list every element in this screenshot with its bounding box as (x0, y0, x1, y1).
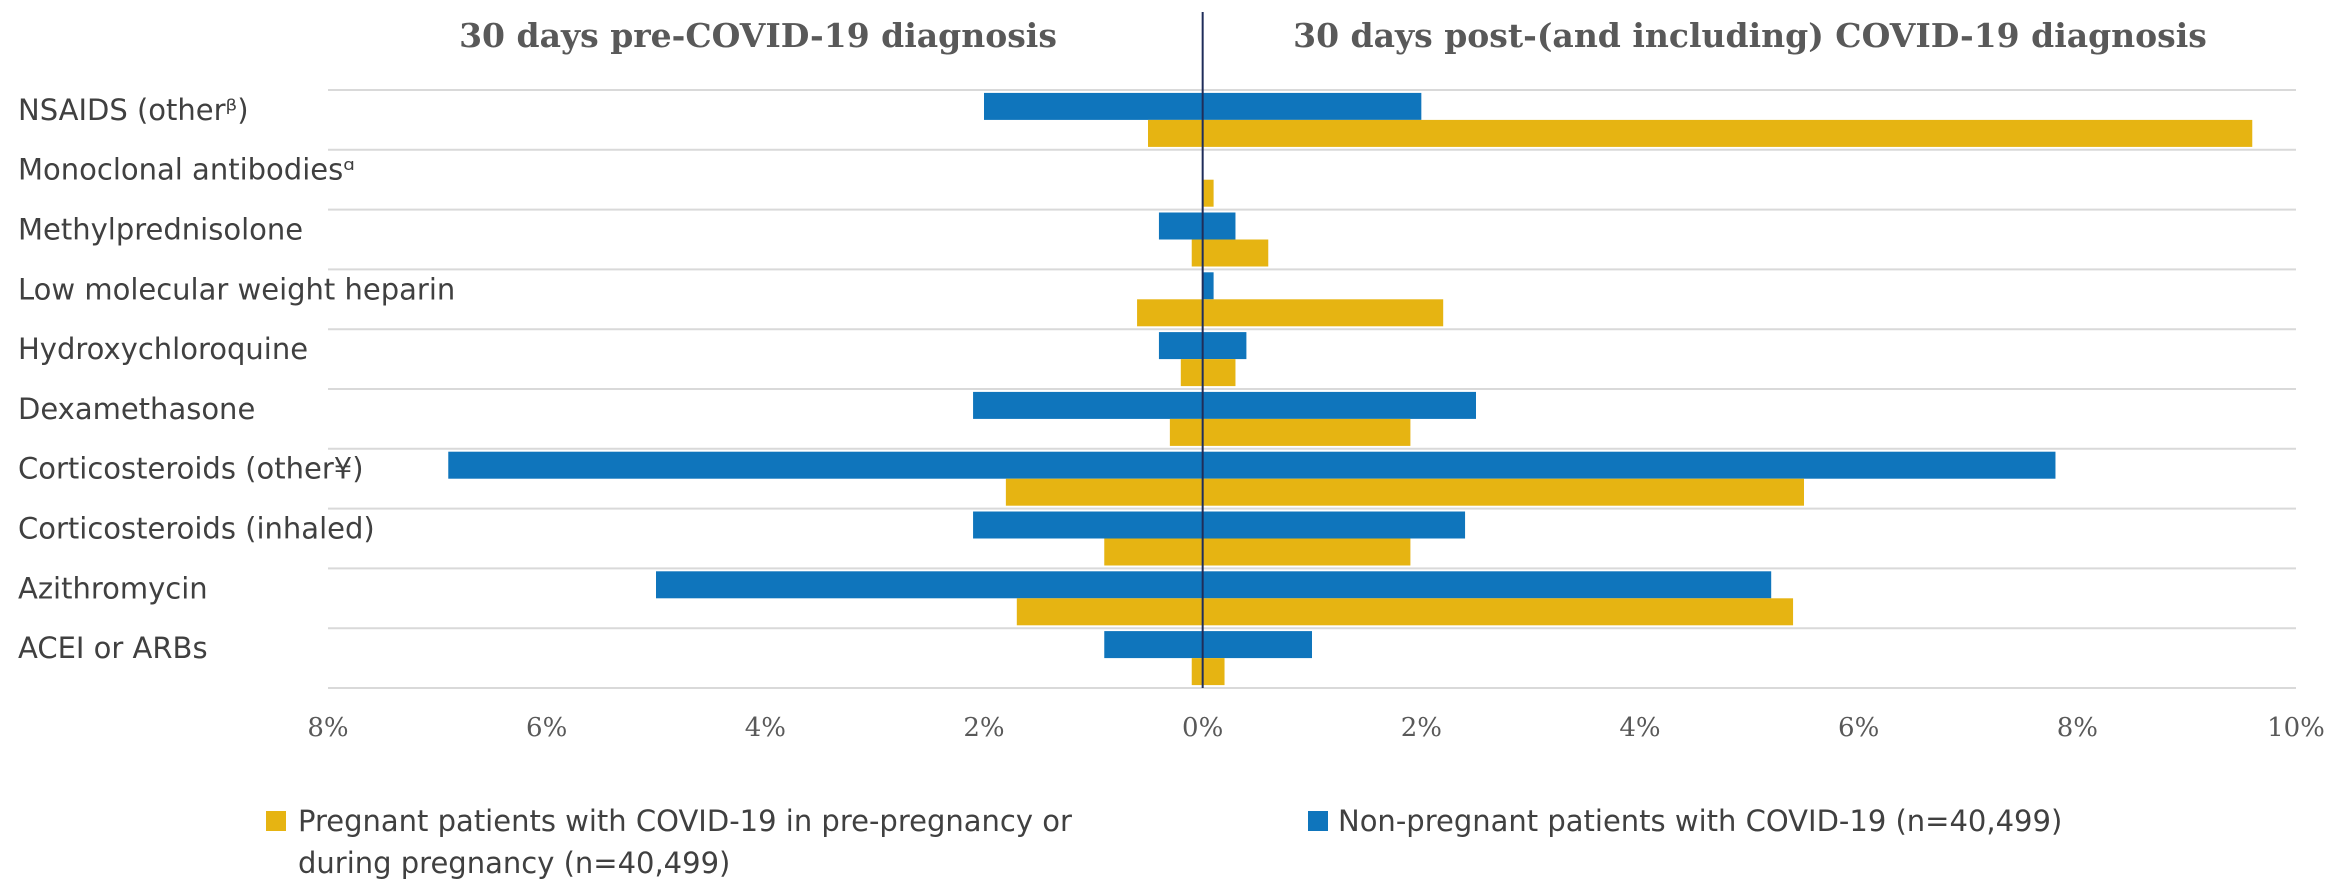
x-tick-label: 4% (1619, 713, 1660, 743)
bar (1202, 299, 1444, 327)
bar (1169, 418, 1203, 446)
bar (1104, 631, 1203, 659)
bar (1016, 598, 1203, 626)
x-tick-label: 6% (1838, 713, 1879, 743)
bar (1202, 359, 1236, 387)
bar (656, 571, 1203, 599)
bar (1202, 179, 1214, 207)
bar (1202, 391, 1476, 419)
category-label: NSAIDS (otherᵝ) (18, 93, 249, 127)
bar (1202, 332, 1247, 360)
bar (1202, 418, 1411, 446)
bar (1137, 299, 1203, 327)
bar (973, 511, 1203, 539)
bar (1005, 478, 1203, 506)
category-label: Corticosteroids (other¥) (18, 452, 364, 486)
x-tick-label: 2% (963, 713, 1004, 743)
bar (1191, 239, 1203, 267)
x-tick-label: 0% (1182, 713, 1223, 743)
legend-label: Non-pregnant patients with COVID-19 (n=4… (1338, 804, 2063, 838)
left-title: 30 days pre-COVID-19 diagnosis (459, 16, 1057, 55)
category-label: Corticosteroids (inhaled) (18, 512, 375, 546)
category-label: Azithromycin (18, 571, 208, 605)
x-tick-label: 6% (526, 713, 567, 743)
category-label: Monoclonal antibodiesᵅ (18, 153, 355, 187)
x-tick-label: 8% (307, 713, 348, 743)
bar (1202, 658, 1225, 686)
category-label: Low molecular weight heparin (18, 272, 455, 306)
bar (1202, 631, 1312, 659)
x-tick-label: 8% (2057, 713, 2098, 743)
x-tick-label: 10% (2267, 713, 2325, 743)
bar (1202, 511, 1466, 539)
right-title: 30 days post-(and including) COVID-19 di… (1293, 16, 2207, 55)
bar (1158, 212, 1203, 240)
category-label: Methylprednisolone (18, 213, 303, 247)
bar (1202, 119, 2253, 147)
category-label: Hydroxychloroquine (18, 332, 308, 366)
legend-swatch (1308, 811, 1328, 831)
bar (1202, 571, 1772, 599)
bar (1191, 658, 1203, 686)
bar (1202, 598, 1794, 626)
bar (1158, 332, 1203, 360)
bar (1180, 359, 1203, 387)
bar (1202, 239, 1269, 267)
bar (1202, 451, 2056, 479)
bar (1202, 538, 1411, 566)
legend-swatch (266, 811, 286, 831)
bar (1202, 272, 1214, 300)
bar (1202, 212, 1236, 240)
bar (1104, 538, 1203, 566)
category-label: Dexamethasone (18, 392, 255, 426)
bar (984, 92, 1203, 120)
bar (1148, 119, 1203, 147)
bar (973, 391, 1203, 419)
bar (448, 451, 1203, 479)
bar (1202, 478, 1804, 506)
legend-label: Pregnant patients with COVID-19 in pre-p… (298, 804, 1072, 880)
bar (1202, 92, 1422, 120)
x-tick-label: 4% (745, 713, 786, 743)
category-label: ACEI or ARBs (18, 631, 208, 665)
x-tick-label: 2% (1401, 713, 1442, 743)
